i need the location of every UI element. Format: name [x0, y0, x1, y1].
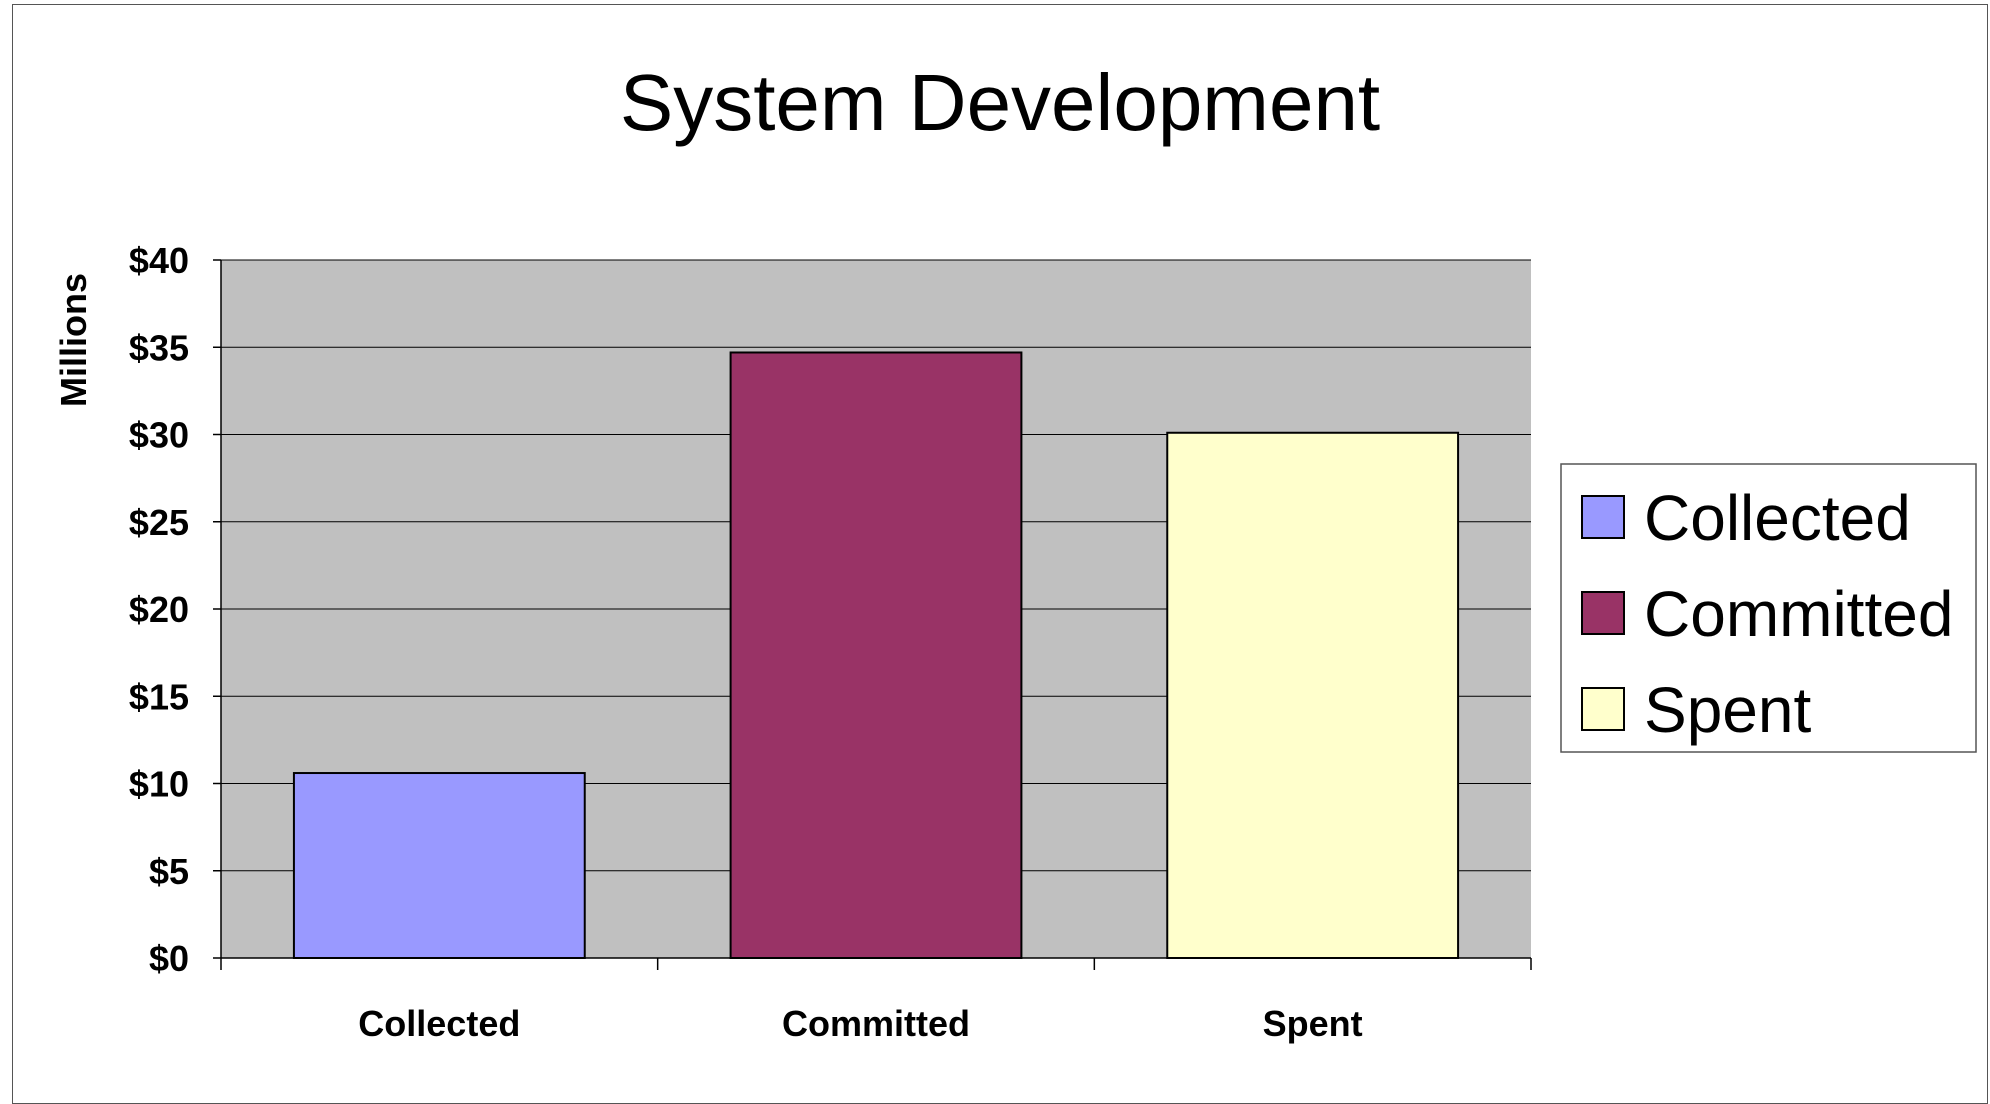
y-tick-label: $15 — [129, 676, 189, 717]
legend: Collected Committed Spent — [1560, 463, 1977, 753]
legend-swatch-collected — [1581, 495, 1625, 539]
x-tick-label: Collected — [358, 1003, 520, 1044]
chart-title: System Development — [620, 58, 1380, 147]
x-tick-label: Spent — [1263, 1003, 1363, 1044]
bar-spent — [1166, 431, 1460, 959]
y-tick-label: $35 — [129, 327, 189, 368]
y-tick-label: $30 — [129, 415, 189, 456]
legend-swatch-committed — [1581, 591, 1625, 635]
bar-committed — [729, 351, 1023, 959]
legend-swatch-spent — [1581, 687, 1625, 731]
x-tick-label: Committed — [782, 1003, 970, 1044]
legend-label-spent: Spent — [1644, 674, 1811, 746]
y-tick-label: $40 — [129, 240, 189, 281]
y-axis-ticks: $0 $5 $10 $15 $20 $25 $30 $35 $40 — [129, 240, 221, 979]
bars — [292, 351, 1460, 960]
y-tick-label: $0 — [149, 938, 189, 979]
bar-collected — [292, 772, 586, 960]
y-tick-label: $10 — [129, 764, 189, 805]
y-tick-label: $25 — [129, 502, 189, 543]
y-tick-label: $5 — [149, 851, 189, 892]
legend-label-committed: Committed — [1644, 578, 1953, 650]
y-axis-title: Millions — [53, 273, 94, 407]
y-tick-label: $20 — [129, 589, 189, 630]
x-axis-ticks: Collected Committed Spent — [220, 958, 1532, 1044]
legend-label-collected: Collected — [1644, 482, 1911, 554]
legend-box — [1560, 463, 1977, 753]
